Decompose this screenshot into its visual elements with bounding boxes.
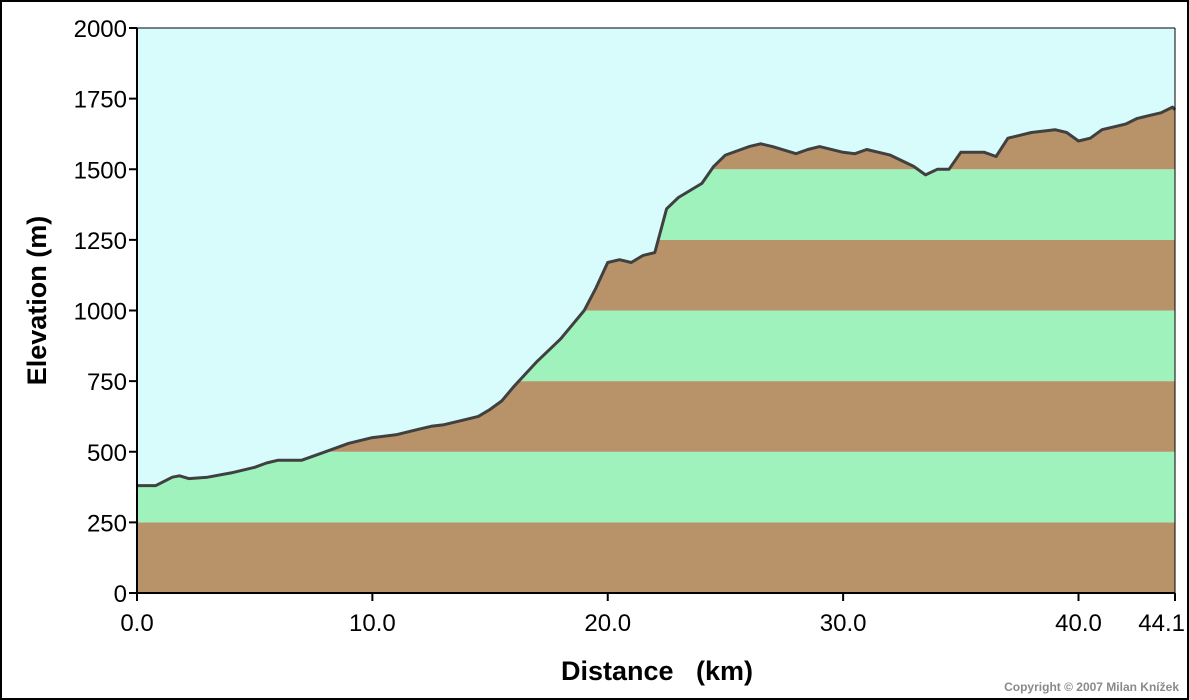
y-tick-label: 1500 xyxy=(74,157,127,184)
y-axis-title: Elevation (m) xyxy=(22,216,52,386)
y-axis-ticks: 0 250 500 750 1000 1250 1500 1750 2000 xyxy=(74,16,137,608)
x-tick-label: 44.1 xyxy=(1138,610,1185,637)
x-axis-title: Distance (km) xyxy=(561,656,753,686)
x-tick-label: 10.0 xyxy=(349,610,396,637)
x-tick-label: 40.0 xyxy=(1055,610,1102,637)
y-tick-label: 1000 xyxy=(74,299,127,326)
axes xyxy=(136,27,1176,594)
x-tick-label: 20.0 xyxy=(584,610,631,637)
x-axis-ticks: 0.0 10.0 20.0 30.0 40.0 44.1 xyxy=(120,593,1185,637)
x-tick-label: 30.0 xyxy=(820,610,867,637)
y-tick-label: 250 xyxy=(87,510,127,537)
y-tick-label: 2000 xyxy=(74,16,127,43)
y-tick-label: 1250 xyxy=(74,228,127,255)
copyright-notice: Copyright © 2007 Milan Knížek xyxy=(1004,680,1179,694)
elevation-band xyxy=(137,451,1175,523)
elevation-band xyxy=(137,522,1175,593)
terrain-outline xyxy=(137,105,1177,488)
y-tick-label: 500 xyxy=(87,440,127,467)
y-tick-label: 0 xyxy=(114,581,127,608)
x-tick-label: 0.0 xyxy=(120,610,153,637)
y-tick-label: 750 xyxy=(87,369,127,396)
y-tick-label: 1750 xyxy=(74,87,127,114)
